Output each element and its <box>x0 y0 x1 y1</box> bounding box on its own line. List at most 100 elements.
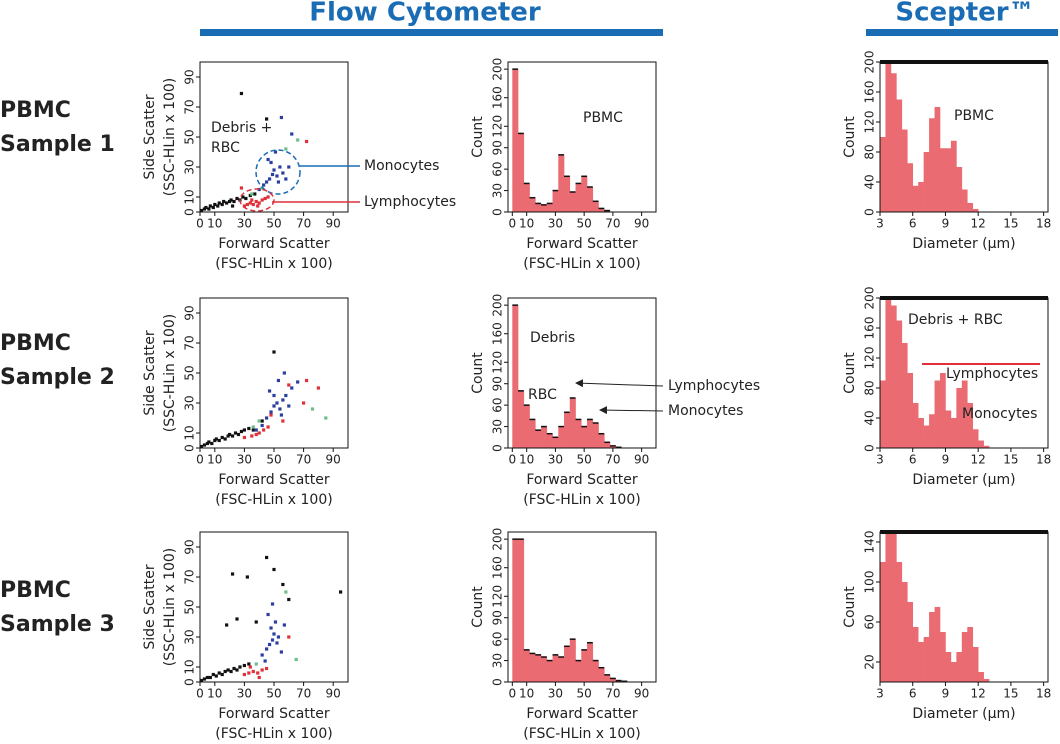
y-tick-label: 60 <box>863 614 877 629</box>
histogram-bar <box>569 192 576 212</box>
scatter-point <box>223 437 227 441</box>
x-tick-label: 9 <box>942 217 950 231</box>
y-axis-label: Side Scatter <box>142 94 158 179</box>
scatter-point <box>279 650 283 654</box>
scatter-point <box>210 441 214 446</box>
scatter-point <box>290 386 294 390</box>
annotation: Monocytes <box>668 403 743 419</box>
scatter-point <box>213 202 217 207</box>
scatter-point <box>276 180 281 184</box>
y-tick-label: 120 <box>863 111 877 134</box>
row-label: PBMC <box>0 98 71 123</box>
scatter-point <box>270 172 275 177</box>
y-tick-label: 200 <box>491 294 505 317</box>
y-tick-label: 160 <box>491 86 505 109</box>
scatter-point <box>269 410 273 414</box>
scatter-point <box>287 404 291 408</box>
scatter-point <box>272 567 276 572</box>
histogram-bar <box>912 627 919 682</box>
scatter-point <box>260 198 264 202</box>
x-tick-label: 70 <box>605 217 620 231</box>
scatter-point <box>281 398 285 402</box>
histogram-bar <box>929 118 935 212</box>
x-tick-label: 90 <box>634 453 649 467</box>
histogram-bar <box>934 107 941 212</box>
scatter-point <box>211 672 215 677</box>
histogram-bar <box>880 380 886 448</box>
scatter-point <box>267 389 272 393</box>
histogram-bar <box>587 419 594 448</box>
histogram-bar <box>546 203 553 212</box>
histogram-bar <box>575 660 582 682</box>
scatter-point <box>272 393 276 398</box>
scatter-point <box>199 678 204 683</box>
scatter-point <box>275 174 279 178</box>
scatter-point <box>250 434 254 438</box>
histogram-bar <box>918 642 924 682</box>
scatter-point <box>214 674 218 678</box>
scatter-point <box>239 91 244 96</box>
plot-frame <box>507 531 657 683</box>
x-tick-label: 3 <box>876 687 884 701</box>
scatter-point <box>269 160 273 165</box>
histogram-bar <box>890 73 897 212</box>
scatter-point <box>205 675 209 680</box>
annotation: Debris + RBC <box>908 312 1003 328</box>
scatter-point <box>260 653 264 657</box>
scatter-point <box>242 204 246 208</box>
histogram-bar <box>592 201 599 212</box>
histogram-bar <box>598 208 605 212</box>
x-tick-label: 50 <box>266 687 281 701</box>
y-axis-label: Count <box>470 352 486 394</box>
scatter-point <box>239 429 244 434</box>
x-tick-label: 70 <box>605 453 620 467</box>
y-tick-label: 0 <box>183 208 197 216</box>
scatter-point <box>262 183 266 187</box>
scatter-point <box>272 168 276 172</box>
histogram-bar <box>923 152 930 212</box>
annotation: PBMC <box>583 110 623 126</box>
scatter-point <box>287 635 291 639</box>
x-axis-label: (FSC-HLin x 100) <box>523 492 640 508</box>
histogram-bar <box>610 678 617 682</box>
scatter-point <box>229 198 233 202</box>
histogram-bar <box>512 539 519 682</box>
histogram-bar <box>929 612 935 682</box>
x-tick-label: 0 <box>196 217 204 231</box>
scatter-point <box>273 150 278 154</box>
y-tick-label: 60 <box>491 632 505 647</box>
scatter-point <box>230 572 235 576</box>
gate-circle <box>255 149 301 195</box>
scatter-point <box>269 626 273 630</box>
x-tick-label: 10 <box>207 453 222 467</box>
scatter-point <box>257 419 261 423</box>
histogram-bar <box>604 442 611 448</box>
scatter-point <box>287 383 291 387</box>
histogram-bar <box>558 426 565 448</box>
histogram-bar <box>907 163 914 212</box>
x-axis-label: Diameter (µm) <box>912 236 1015 252</box>
plot-frame <box>507 61 657 213</box>
histogram-bar <box>950 662 957 682</box>
annotation: RBC <box>528 387 557 403</box>
scatter-point <box>278 165 282 169</box>
scatter-point <box>282 623 286 627</box>
y-tick-label: 0 <box>183 678 197 686</box>
x-tick-label: 18 <box>1036 687 1051 701</box>
plot-frame <box>199 531 349 683</box>
x-axis-label: Forward Scatter <box>526 472 638 488</box>
scatter-point <box>235 617 239 621</box>
y-tick-label: 200 <box>863 51 877 74</box>
x-tick-label: 90 <box>634 217 649 231</box>
histogram-bar <box>972 429 979 448</box>
histogram-bar <box>896 320 903 448</box>
scatter-point <box>265 555 269 560</box>
scatter-point <box>278 407 282 411</box>
annotation: Monocytes <box>962 406 1037 422</box>
x-axis-label: (FSC-HLin x 100) <box>523 256 640 272</box>
histogram-bar <box>890 532 897 682</box>
scatter-point <box>226 668 230 672</box>
histogram-bar <box>529 653 536 682</box>
scatter-point <box>254 620 258 624</box>
histogram-bar <box>518 390 525 448</box>
